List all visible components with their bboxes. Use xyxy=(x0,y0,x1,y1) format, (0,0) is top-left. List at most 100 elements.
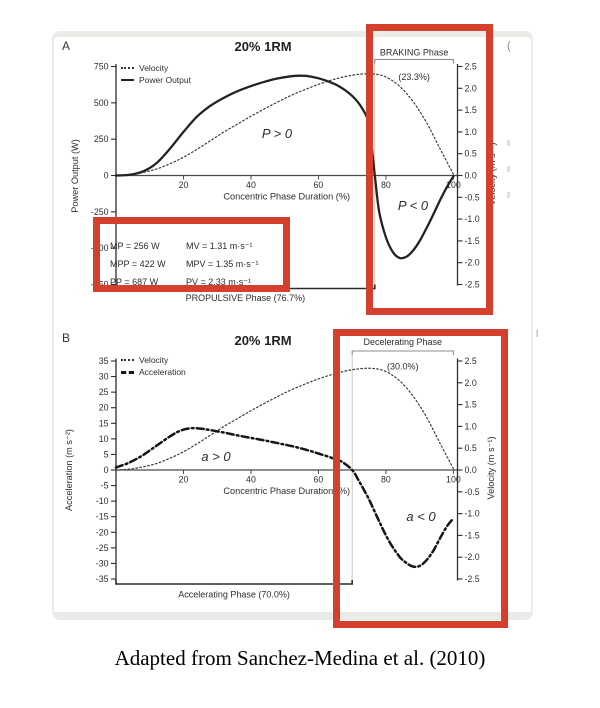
panel-a-right-tick-label: 2.5 xyxy=(465,62,477,72)
stat-pv: PV = 2.33 m·s⁻¹ xyxy=(186,277,252,287)
panel-a-left-tick-label: 750 xyxy=(94,62,109,72)
braking-phase-highlight xyxy=(366,24,493,315)
dotted-line-icon xyxy=(121,67,134,69)
panel-b-right-tick-label: -1.0 xyxy=(465,509,480,519)
stats-box-highlight xyxy=(93,217,290,292)
panel-b-left-tick-label: 5 xyxy=(104,449,109,459)
panel-b-left-tick-label: 30 xyxy=(99,372,109,382)
panel-b-x-tick-label: 100 xyxy=(446,475,461,485)
panel-a-legend: Velocity Power Output xyxy=(121,63,191,85)
stat-mp: MP = 256 W xyxy=(110,241,160,251)
dotted-line-icon xyxy=(121,359,134,361)
legend-item-velocity: Velocity xyxy=(121,355,186,365)
panel-a-top-bracket xyxy=(374,58,454,64)
panel-b-right-tick-label: 2.5 xyxy=(465,356,477,366)
edge-artifact-tick: l xyxy=(536,329,539,340)
panel-b-left-tick-label: 15 xyxy=(99,418,109,428)
panel-b-right-tick-label: 0.5 xyxy=(465,443,477,453)
panel-a-right-tick-label: -0.5 xyxy=(465,192,480,202)
panel-a-left-tick-label: 250 xyxy=(94,134,109,144)
decelerating-phase-highlight xyxy=(333,329,508,628)
panel-b-series-acceleration xyxy=(114,426,455,569)
panel-a-series-power-output xyxy=(114,74,455,260)
panel-a-left-tick-label: 0 xyxy=(104,171,109,181)
panel-a-left-axis-title: Power Output (W) xyxy=(70,139,80,213)
legend-item-acceleration: Acceleration xyxy=(121,367,186,377)
panel-a-right-tick-label: 0.0 xyxy=(465,171,477,181)
panel-a-top-bracket-label: BRAKING Phase xyxy=(380,48,449,58)
panel-b-x-tick-label: 60 xyxy=(314,475,324,485)
panel-b-left-tick-label: -35 xyxy=(96,574,109,584)
panel-b-left-tick-label: 0 xyxy=(104,465,109,475)
panel-a-x-tick-label: 80 xyxy=(381,180,391,190)
panel-a-x-tick-label: 60 xyxy=(314,180,324,190)
panel-b-bottom-bracket-label: Accelerating Phase (70.0%) xyxy=(178,590,290,600)
panel-a-right-tick-label: 2.0 xyxy=(465,83,477,93)
panel-a-right-tick-label: 0.5 xyxy=(465,149,477,159)
panel-a-series-velocity xyxy=(115,73,454,177)
panel-a-x-tick-label: 20 xyxy=(179,180,189,190)
panel-a-x-axis-title: Concentric Phase Duration (%) xyxy=(223,192,350,202)
panel-b-letter: B xyxy=(62,331,71,345)
panel-a-stats-box: MP = 256 W MV = 1.31 m·s⁻¹ MPP = 422 W M… xyxy=(110,237,259,291)
panel-b-top-bracket-percload: (30.0%) xyxy=(387,362,419,372)
panel-a-letter: A xyxy=(62,39,71,53)
panel-b-left-axis-title: Acceleration (m s⁻²) xyxy=(64,429,74,511)
panel-b-right-axis-title: Velocity (m s⁻¹) xyxy=(486,436,496,499)
legend-item-power-output: Power Output xyxy=(121,75,191,85)
panel-a-right-tick-label: 1.0 xyxy=(465,127,477,137)
panel-b-x-axis-title: Concentric Phase Duration (%) xyxy=(223,486,350,496)
panel-a-title: 20% 1RM xyxy=(234,39,292,54)
panel-a-right-tick-label: -2.5 xyxy=(465,280,480,290)
panel-a-right-tick-label: 1.5 xyxy=(465,105,477,115)
solid-line-icon xyxy=(121,79,134,81)
panel-a-annotation: P > 0 xyxy=(262,126,293,141)
panel-a-bottom-bracket-label: PROPULSIVE Phase (76.7%) xyxy=(186,293,306,303)
panel-b-right-tick-label: 1.5 xyxy=(465,400,477,410)
panel-a-left-tick-label: -250 xyxy=(91,207,109,217)
legend-label: Velocity xyxy=(139,355,169,365)
panel-b-left-tick-label: -10 xyxy=(96,496,109,506)
panel-b-right-tick-label: -1.5 xyxy=(465,530,480,540)
legend-label: Acceleration xyxy=(139,367,186,377)
figure-caption: Adapted from Sanchez-Medina et al. (2010… xyxy=(114,646,486,670)
edge-artifact-mark xyxy=(507,166,510,172)
edge-artifact-mark xyxy=(507,140,510,146)
panel-b-left-tick-label: -25 xyxy=(96,543,109,553)
panel-b-left-tick-label: 35 xyxy=(99,356,109,366)
edge-artifact-mark xyxy=(507,192,510,198)
panel-b-left-tick-label: -30 xyxy=(96,558,109,568)
panel-a-annotation: P < 0 xyxy=(398,198,429,213)
panel-b-right-tick-label: 0.0 xyxy=(465,465,477,475)
edge-artifact-paren: ( xyxy=(507,40,511,52)
panel-b-annotation: a > 0 xyxy=(201,449,231,464)
panel-b-right-tick-label: -2.0 xyxy=(465,552,480,562)
legend-label: Velocity xyxy=(139,63,169,73)
panel-b-annotation: a < 0 xyxy=(406,509,436,524)
panel-b-left-tick-label: -20 xyxy=(96,527,109,537)
panel-b-right-tick-label: 1.0 xyxy=(465,421,477,431)
panel-b-x-tick-label: 80 xyxy=(381,475,391,485)
panel-b-left-tick-label: 25 xyxy=(99,387,109,397)
panel-a-right-tick-label: -1.5 xyxy=(465,236,480,246)
stat-mpv: MPV = 1.35 m·s⁻¹ xyxy=(186,259,259,269)
panel-b-title: 20% 1RM xyxy=(234,333,292,348)
panel-a-x-tick-label: 40 xyxy=(246,180,256,190)
legend-item-velocity: Velocity xyxy=(121,63,191,73)
panel-a-left-tick-label: 500 xyxy=(94,98,109,108)
panel-b-x-tick-label: 40 xyxy=(246,475,256,485)
figure-frame xyxy=(52,31,533,620)
stat-mv: MV = 1.31 m·s⁻¹ xyxy=(186,241,253,251)
panel-b-left-tick-label: -15 xyxy=(96,512,109,522)
stat-mpp: MPP = 422 W xyxy=(110,259,166,269)
panel-a-x-tick-label: 100 xyxy=(446,180,461,190)
panel-b-legend: Velocity Acceleration xyxy=(121,355,186,377)
panel-b-right-tick-label: -0.5 xyxy=(465,487,480,497)
stat-pp: PP = 687 W xyxy=(110,277,159,287)
panel-b-right-tick-label: 2.0 xyxy=(465,378,477,388)
panel-a-right-tick-label: -2.0 xyxy=(465,258,480,268)
panel-b-series-velocity xyxy=(115,367,454,471)
dashdot-line-icon xyxy=(121,370,134,374)
